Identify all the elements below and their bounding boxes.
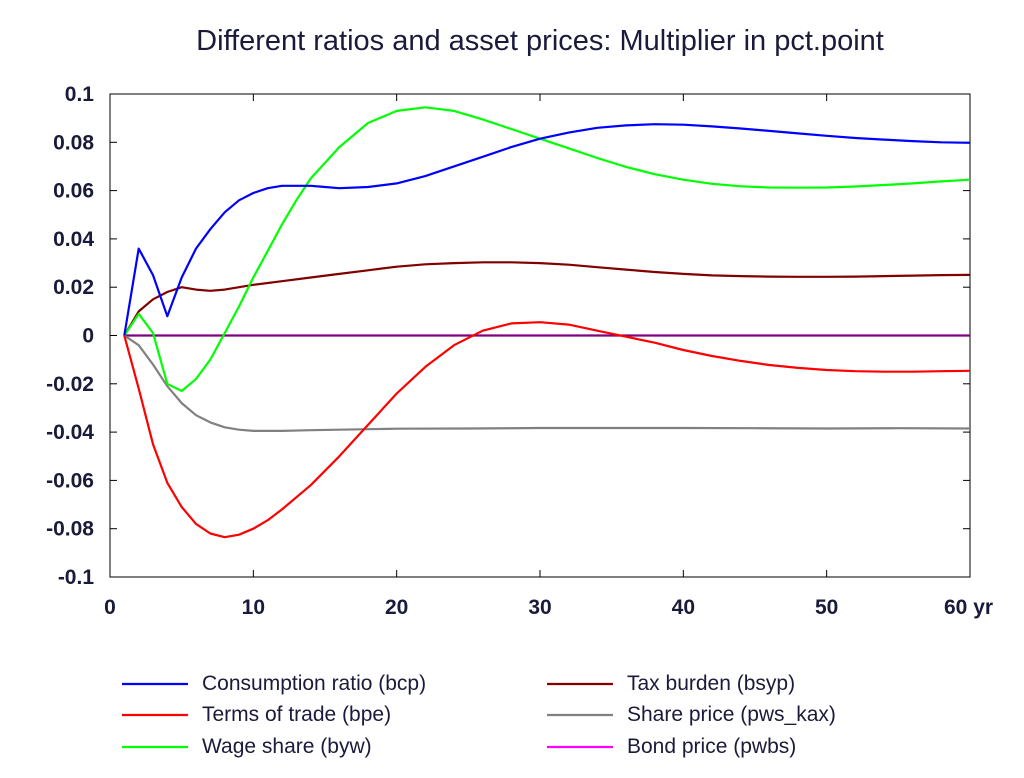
y-tick-label: -0.04 <box>46 421 94 444</box>
legend-label: Terms of trade (bpe) <box>202 703 391 726</box>
y-tick-label: -0.02 <box>46 373 94 396</box>
y-tick-label: 0.02 <box>53 276 94 299</box>
legend-label: Wage share (byw) <box>202 735 372 758</box>
legend-label: Bond price (pwbs) <box>627 735 796 758</box>
x-tick-label: 0 <box>104 596 116 619</box>
axes: 0.1 0.08 0.06 0.04 0.02 0 -0.02 -0.04 -0.06 -0.08… <box>46 83 993 619</box>
series-group <box>123 106 971 539</box>
y-tick-label: -0.06 <box>46 469 94 492</box>
legend-label: Tax burden (bsyp) <box>627 672 795 695</box>
x-tick-label: 60 yr <box>944 596 993 619</box>
y-tick-label: 0.06 <box>53 180 94 203</box>
x-tick-label: 30 <box>528 596 551 619</box>
x-tick-label: 20 <box>385 596 408 619</box>
series-line-3 <box>123 261 971 337</box>
legend: Consumption ratio (bcp) Terms of trade (b… <box>122 672 836 758</box>
legend-label: Share price (pws_kax) <box>627 703 836 726</box>
x-tick-label: 40 <box>672 596 695 619</box>
y-tick-label: 0.08 <box>53 131 94 154</box>
y-tick-label: -0.08 <box>46 518 94 541</box>
chart-title: Different ratios and asset prices: Multi… <box>196 25 884 57</box>
y-tick-label: 0 <box>82 325 94 348</box>
series-line-1 <box>123 321 971 539</box>
x-tick-label: 50 <box>815 596 838 619</box>
x-tick-label: 10 <box>242 596 265 619</box>
y-tick-label: 0.1 <box>65 83 95 106</box>
series-line-4 <box>123 334 971 432</box>
legend-label: Consumption ratio (bcp) <box>202 672 426 695</box>
y-tick-label: -0.1 <box>58 566 95 589</box>
series-line-0 <box>123 123 971 336</box>
series-line-2 <box>123 106 971 393</box>
y-tick-label: 0.04 <box>53 228 94 251</box>
